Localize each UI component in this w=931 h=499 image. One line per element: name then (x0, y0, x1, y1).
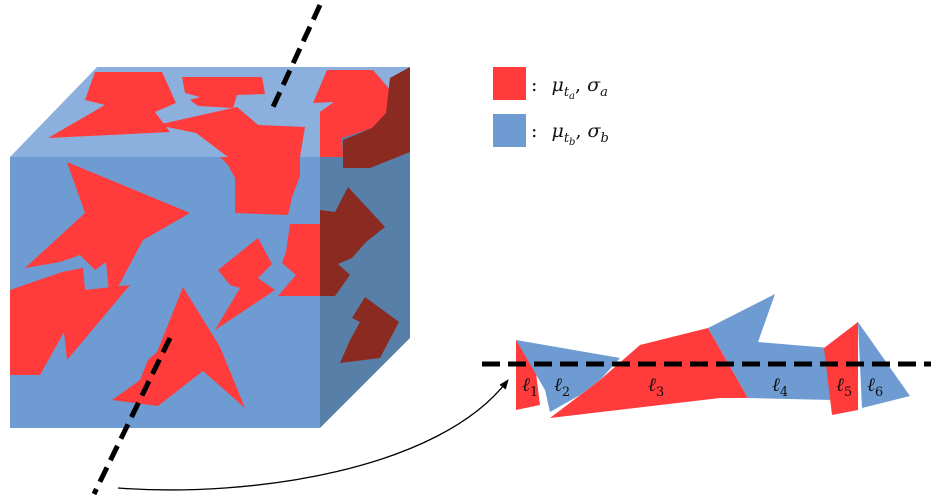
segment-label-2: ℓ2 (554, 374, 570, 400)
legend: : μta, σa : μtb, σb (493, 67, 609, 148)
ray-lower-segment (91, 336, 173, 496)
ray-segments-strip: ℓ1 ℓ2 ℓ3 ℓ4 ℓ5 ℓ6 (482, 294, 931, 418)
legend-label-a: : μta, σa (531, 74, 608, 102)
side-face-inclusion-top-right (320, 102, 338, 157)
mapping-arrow (117, 379, 509, 491)
segment-label-3: ℓ3 (648, 374, 664, 400)
segment-3-shape (550, 328, 748, 418)
segment-1-shape (516, 340, 540, 410)
segment-2-shape (516, 340, 620, 412)
segment-4-shape (708, 294, 832, 400)
segment-label-1: ℓ1 (522, 374, 538, 400)
material-cube (10, 67, 410, 428)
segment-5-shape (824, 322, 858, 415)
legend-swatch-a (493, 67, 526, 100)
segment-label-6: ℓ6 (867, 374, 883, 400)
segment-label-5: ℓ5 (836, 374, 852, 400)
segment-label-4: ℓ4 (772, 374, 788, 400)
legend-label-b: : μtb, σb (531, 120, 609, 148)
front-face-inclusions (10, 157, 320, 408)
side-face-inclusions (320, 67, 410, 363)
ray-upper-segment (270, 3, 323, 109)
legend-swatch-b (493, 114, 526, 147)
